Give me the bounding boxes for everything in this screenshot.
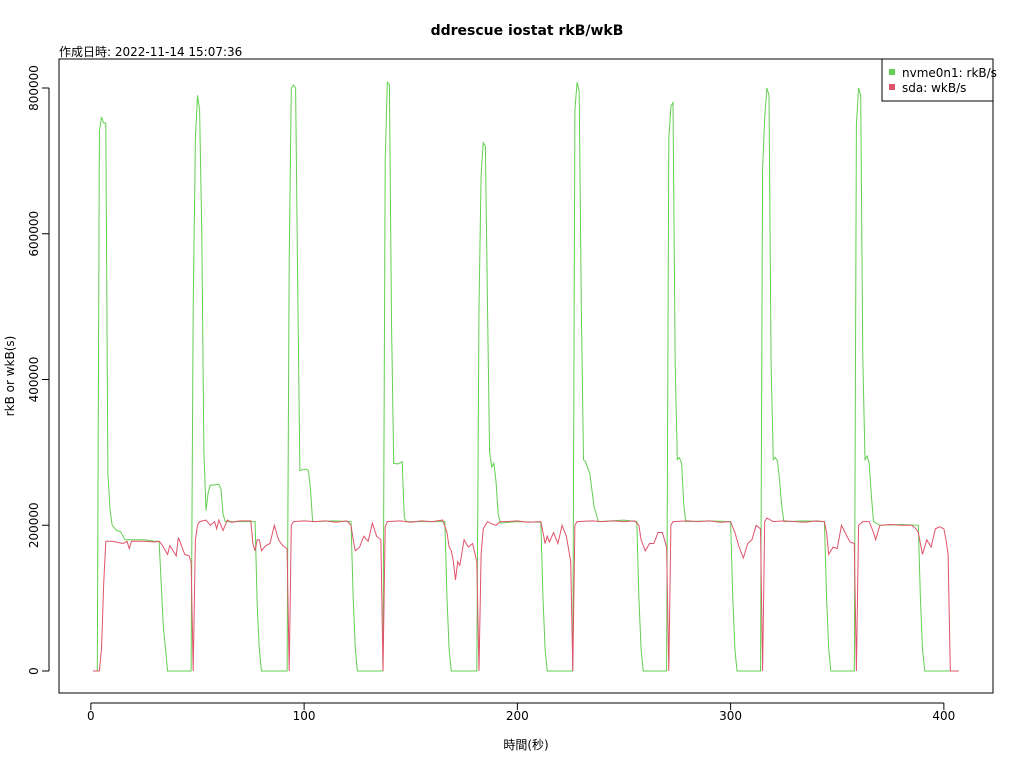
x-tick-label: 100 bbox=[293, 709, 316, 723]
x-axis-label: 時間(秒) bbox=[503, 738, 548, 752]
y-tick-label: 800000 bbox=[27, 65, 41, 111]
legend-swatch bbox=[889, 84, 895, 90]
legend-swatch bbox=[889, 69, 895, 75]
series-group bbox=[93, 80, 959, 672]
legend-box bbox=[881, 58, 994, 102]
series-line-1 bbox=[93, 517, 959, 672]
y-tick-label: 600000 bbox=[27, 211, 41, 257]
legend-label: sda: wkB/s bbox=[902, 81, 966, 95]
y-axis: 0 200000 400000 600000 800000 bbox=[27, 65, 50, 675]
plot-border bbox=[58, 58, 994, 694]
x-tick-label: 0 bbox=[87, 709, 95, 723]
x-tick-label: 200 bbox=[506, 709, 529, 723]
y-axis-label: rkB or wkB(s) bbox=[3, 336, 17, 417]
series-line-0 bbox=[93, 80, 959, 672]
y-tick-label: 200000 bbox=[27, 502, 41, 548]
x-tick-label: 300 bbox=[719, 709, 742, 723]
chart-title: ddrescue iostat rkB/wkB bbox=[431, 23, 624, 39]
x-axis: 0 100 200 300 400 bbox=[87, 702, 955, 723]
y-tick-label: 0 bbox=[27, 667, 41, 675]
legend-label: nvme0n1: rkB/s bbox=[902, 66, 997, 80]
x-tick-label: 400 bbox=[932, 709, 955, 723]
y-tick-label: 400000 bbox=[27, 357, 41, 403]
chart-subtitle: 作成日時: 2022-11-14 15:07:36 bbox=[59, 45, 242, 59]
